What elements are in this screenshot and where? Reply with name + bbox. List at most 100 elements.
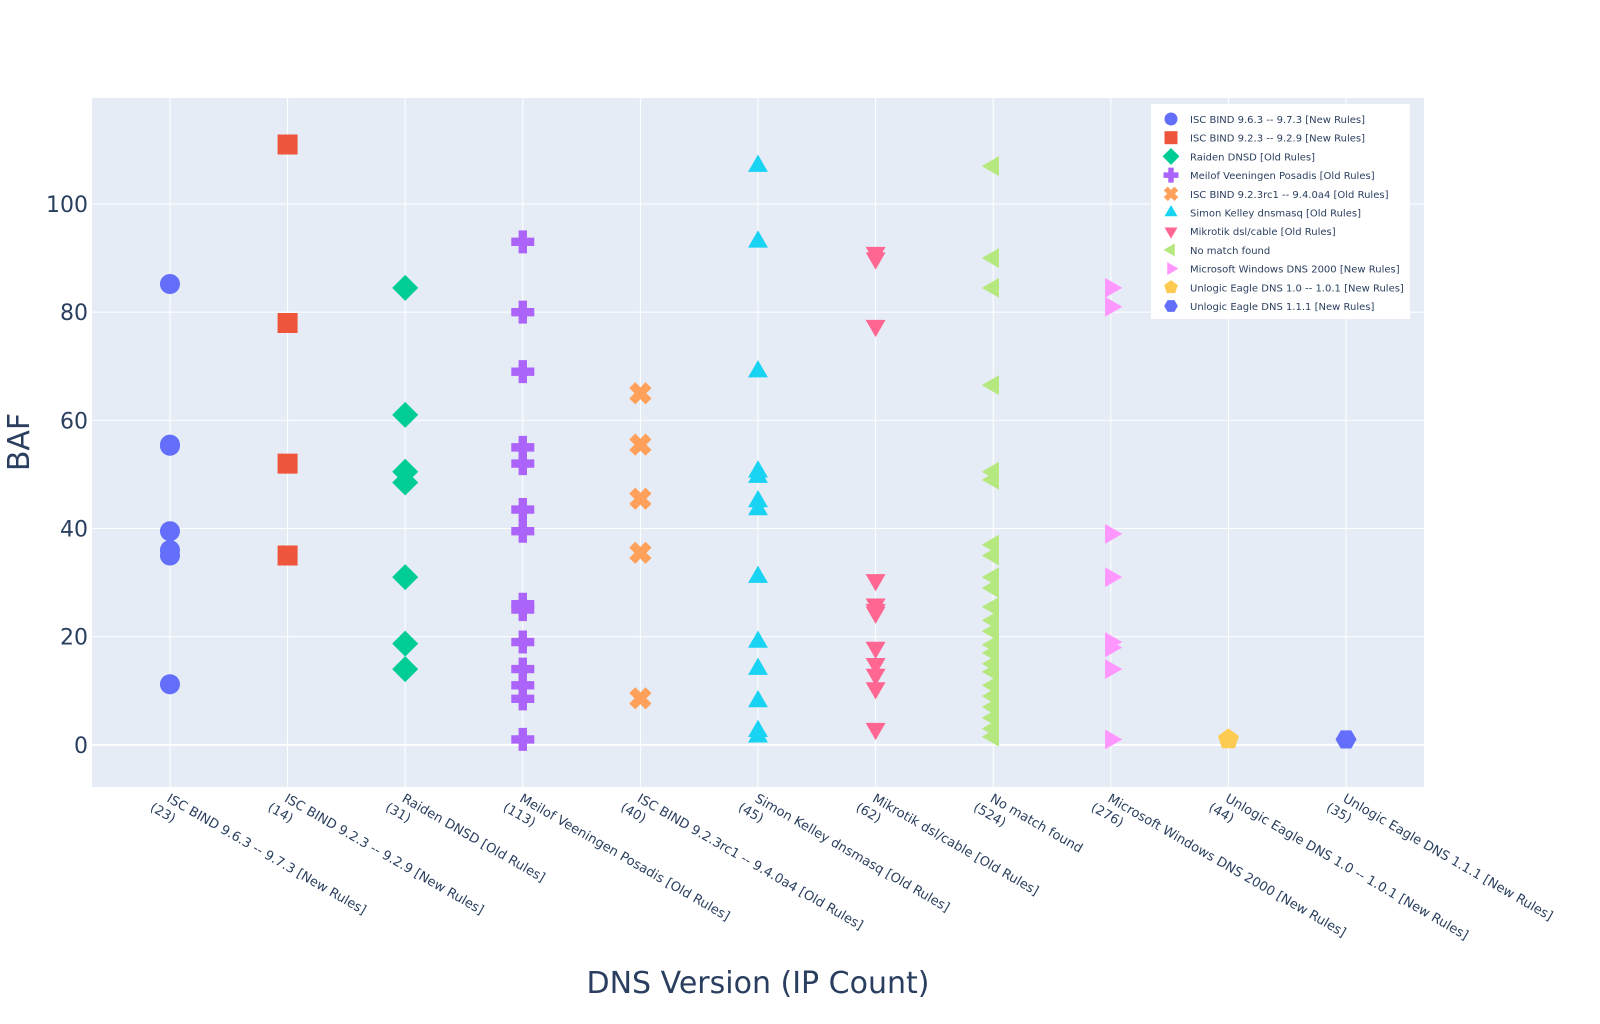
legend-label: ISC BIND 9.2.3rc1 -- 9.4.0a4 [Old Rules] (1190, 190, 1389, 201)
point (629, 382, 652, 405)
point (981, 596, 999, 617)
point (981, 621, 999, 642)
x-tick-label: Meilof Veeningen Posadis [Old Rules](113… (500, 786, 732, 938)
legend-item[interactable]: No match found (1163, 243, 1271, 257)
point (277, 453, 298, 474)
legend-symbol (1164, 300, 1178, 312)
point (981, 545, 999, 566)
point (865, 252, 886, 270)
legend-item[interactable]: ISC BIND 9.2.3rc1 -- 9.4.0a4 [Old Rules] (1160, 183, 1389, 204)
point (748, 465, 768, 483)
point (748, 360, 768, 378)
point (981, 156, 999, 177)
point (159, 521, 180, 542)
point (748, 154, 768, 172)
legend-label: Raiden DNSD [Old Rules] (1190, 152, 1315, 163)
point (748, 690, 768, 708)
point (511, 687, 535, 711)
point (1105, 277, 1123, 298)
point (629, 687, 652, 710)
point (981, 248, 999, 269)
point (1105, 523, 1123, 544)
point (392, 630, 419, 657)
point (865, 682, 886, 700)
point (748, 725, 768, 743)
point (981, 277, 999, 298)
point (511, 727, 535, 751)
point (511, 630, 535, 654)
point (865, 668, 886, 687)
point (865, 722, 886, 741)
legend-symbol (1162, 147, 1180, 165)
point (511, 230, 535, 254)
point (981, 469, 999, 490)
x-tick-line: Simon Kelley dnsmasq [Old Rules] (752, 791, 952, 915)
legend-item[interactable]: Raiden DNSD [Old Rules] (1162, 147, 1316, 165)
point (392, 656, 419, 683)
point (1105, 729, 1123, 750)
legend-label: Unlogic Eagle DNS 1.1.1 [New Rules] (1190, 302, 1374, 313)
point (159, 434, 180, 455)
point (511, 673, 535, 697)
point (748, 498, 768, 516)
point (748, 230, 768, 248)
point (629, 433, 652, 456)
point (1105, 296, 1123, 317)
point (392, 401, 419, 428)
y-axis-title: BAF (2, 413, 37, 471)
y-tick-label: 80 (60, 301, 88, 326)
y-tick-label: 40 (60, 517, 88, 542)
point (392, 564, 419, 591)
legend-symbol (1164, 280, 1178, 294)
y-tick-label: 20 (60, 626, 88, 651)
legend-label: Microsoft Windows DNS 2000 [New Rules] (1190, 265, 1400, 276)
point (981, 661, 999, 682)
point (511, 360, 535, 384)
point (511, 435, 535, 459)
x-tick-label: ISC BIND 9.2.3 -- 9.2.9 [New Rules](14) (265, 786, 486, 932)
point (511, 452, 535, 476)
legend-symbol (1163, 243, 1175, 257)
point (865, 574, 886, 592)
point (277, 134, 298, 155)
legend-symbol (1164, 112, 1178, 126)
point (277, 312, 298, 333)
point (865, 641, 886, 659)
point (865, 319, 886, 338)
legend-label: Simon Kelley dnsmasq [Old Rules] (1190, 209, 1361, 220)
point (629, 487, 652, 510)
legend-symbol (1163, 186, 1179, 202)
legend-item[interactable]: Mikrotik dsl/cable [Old Rules] (1164, 227, 1336, 239)
legend-item[interactable]: Unlogic Eagle DNS 1.1.1 [New Rules] (1164, 300, 1374, 313)
point (511, 519, 535, 543)
point (748, 630, 768, 648)
legend-item[interactable]: Microsoft Windows DNS 2000 [New Rules] (1167, 262, 1400, 276)
legend-item[interactable]: Meilof Veeningen Posadis [Old Rules] (1163, 167, 1375, 183)
legend-item[interactable]: Unlogic Eagle DNS 1.0 -- 1.0.1 [New Rule… (1164, 280, 1404, 294)
point (748, 657, 768, 675)
x-axis-title: DNS Version (IP Count) (587, 966, 930, 1001)
point (629, 541, 652, 564)
legend-box (1151, 104, 1410, 319)
y-tick-label: 100 (46, 193, 88, 218)
legend-label: No match found (1190, 246, 1270, 257)
point (1335, 730, 1357, 749)
point (981, 375, 999, 396)
point (981, 578, 999, 598)
y-tick-label: 60 (60, 409, 88, 434)
legend-label: Mikrotik dsl/cable [Old Rules] (1190, 227, 1336, 238)
point (748, 565, 768, 583)
legend-symbol (1163, 167, 1179, 183)
legend-item[interactable]: Simon Kelley dnsmasq [Old Rules] (1164, 205, 1362, 220)
point (511, 598, 535, 622)
point (865, 606, 886, 624)
legend-item[interactable]: ISC BIND 9.6.3 -- 9.7.3 [New Rules] (1164, 112, 1366, 127)
legend-item[interactable]: ISC BIND 9.2.3 -- 9.2.9 [New Rules] (1164, 131, 1366, 145)
point (981, 726, 999, 747)
y-tick-label: 0 (74, 734, 88, 759)
point (865, 657, 886, 676)
point (159, 674, 180, 695)
legend-symbol (1164, 205, 1178, 217)
point (511, 657, 535, 681)
